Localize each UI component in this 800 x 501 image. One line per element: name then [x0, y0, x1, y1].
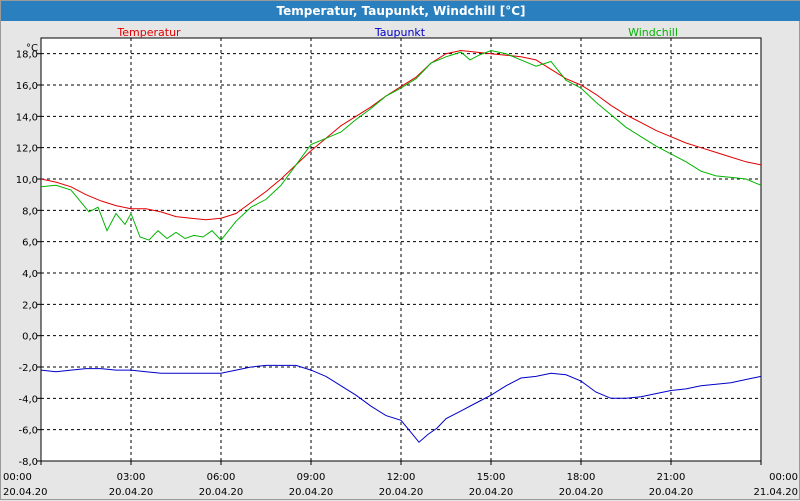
y-axis: 18,0 16,0 14,0 12,0 10,0 8,0 6,0 4,0 2,0 0,0 -2,0 -…: [16, 50, 41, 468]
series-line-temperatur: [40, 49, 762, 221]
y-tick-label: 18,0: [16, 50, 38, 61]
x-tick-time: 15:00: [477, 472, 506, 483]
y-axis-unit: °C: [26, 43, 38, 54]
x-tick-date: 20.04.20: [3, 487, 48, 498]
y-tick-label: 10,0: [16, 175, 38, 186]
x-tick-date: 20.04.20: [649, 487, 694, 498]
x-tick-date: 20.04.20: [559, 487, 604, 498]
x-tick-date: 20.04.20: [289, 487, 334, 498]
x-tick-time: 06:00: [207, 472, 236, 483]
y-tick-label: 6,0: [22, 238, 38, 249]
legend-entry-temperatur: Temperatur: [116, 26, 181, 39]
y-tick-label: 4,0: [22, 269, 38, 280]
y-tick-label: -8,0: [18, 457, 38, 468]
y-tick-label: 16,0: [16, 81, 38, 92]
x-tick-time: 03:00: [117, 472, 146, 483]
x-tick-date: 21.04.20: [753, 487, 798, 498]
x-tick-time: 18:00: [567, 472, 596, 483]
grid: [41, 38, 761, 461]
window-title: Temperatur, Taupunkt, Windchill [°C]: [1, 1, 800, 21]
y-tick-label: 0,0: [22, 332, 38, 343]
series-line-taupunkt: [40, 364, 762, 443]
legend: Temperatur Taupunkt Windchill: [116, 26, 678, 39]
series-line-windchill: [40, 49, 762, 241]
y-tick-label: 8,0: [22, 206, 38, 217]
series-lines: [40, 49, 762, 443]
y-tick-label: -2,0: [18, 363, 38, 374]
y-tick-label: -6,0: [18, 426, 38, 437]
y-tick-label: -4,0: [18, 394, 38, 405]
y-tick-label: 2,0: [22, 300, 38, 311]
x-tick-date: 20.04.20: [469, 487, 514, 498]
y-tick-label: 12,0: [16, 144, 38, 155]
x-tick-time: 12:00: [387, 472, 416, 483]
x-axis: 00:00 20.04.20 03:00 20.04.20 06:00 20.04.20 0…: [3, 461, 798, 498]
legend-entry-windchill: Windchill: [628, 26, 678, 39]
x-tick-time: 00:00: [769, 472, 798, 483]
y-tick-label: 14,0: [16, 112, 38, 123]
x-tick-date: 20.04.20: [109, 487, 154, 498]
legend-entry-taupunkt: Taupunkt: [374, 26, 426, 39]
x-tick-time: 09:00: [297, 472, 326, 483]
x-tick-date: 20.04.20: [199, 487, 244, 498]
x-tick-date: 20.04.20: [379, 487, 424, 498]
x-tick-time: 00:00: [3, 472, 32, 483]
x-tick-time: 21:00: [657, 472, 686, 483]
